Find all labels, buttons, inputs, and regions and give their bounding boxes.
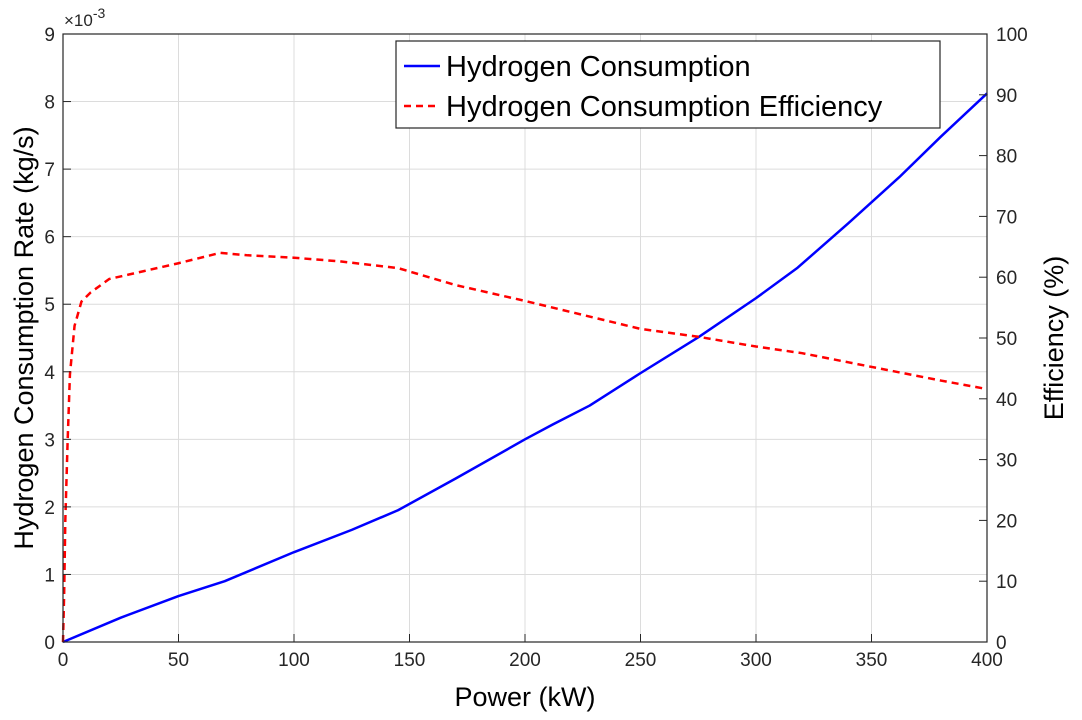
x-tick-label: 400 — [971, 650, 1003, 671]
y-right-axis-title: Efficiency (%) — [1039, 256, 1069, 421]
y-left-tick-label: 6 — [44, 228, 55, 249]
x-axis-title: Power (kW) — [455, 682, 596, 712]
y-left-axis-ticks: 0 1 2 3 4 5 6 7 8 9 — [44, 25, 71, 654]
y-right-tick-label: 90 — [996, 86, 1017, 107]
legend: Hydrogen Consumption Hydrogen Consumptio… — [395, 40, 941, 129]
y-left-tick-label: 9 — [44, 25, 55, 46]
x-tick-label: 350 — [856, 650, 888, 671]
y-left-tick-label: 7 — [44, 160, 55, 181]
series-line-hydrogen-efficiency — [61, 251, 988, 643]
legend-label-hydrogen-efficiency: Hydrogen Consumption Efficiency — [446, 91, 883, 123]
y-left-tick-label: 8 — [44, 93, 55, 114]
y-left-tick-label: 4 — [44, 363, 55, 384]
x-tick-label: 250 — [625, 650, 657, 671]
legend-label-hydrogen-consumption: Hydrogen Consumption — [446, 51, 751, 83]
x-tick-label: 200 — [509, 650, 541, 671]
y-left-tick-label: 2 — [44, 498, 55, 519]
left-axis-multiplier: ×10-3 — [64, 5, 106, 30]
series-lines — [61, 92, 988, 644]
x-tick-label: 50 — [168, 650, 189, 671]
y-right-tick-label: 100 — [996, 25, 1028, 46]
x-tick-label: 100 — [278, 650, 310, 671]
x-axis-ticks: 0 50 100 150 200 250 300 350 400 — [58, 634, 1003, 671]
y-right-axis-ticks: 0 10 20 30 40 50 60 70 80 90 100 — [979, 25, 1028, 654]
y-right-tick-label: 20 — [996, 511, 1017, 532]
x-tick-label: 0 — [58, 650, 69, 671]
left-axis-multiplier-exponent: -3 — [93, 5, 106, 21]
x-tick-label: 300 — [740, 650, 772, 671]
y-left-axis-title: Hydrogen Consumption Rate (kg/s) — [9, 126, 39, 549]
y-right-tick-label: 40 — [996, 390, 1017, 411]
legend-box — [395, 40, 941, 129]
y-right-tick-label: 0 — [996, 633, 1007, 654]
y-right-tick-label: 50 — [996, 329, 1017, 350]
y-right-tick-label: 60 — [996, 268, 1017, 289]
left-axis-multiplier-base: ×10 — [64, 11, 93, 30]
x-tick-label: 150 — [394, 650, 426, 671]
y-left-tick-label: 3 — [44, 430, 55, 451]
y-right-tick-label: 80 — [996, 147, 1017, 168]
y-right-tick-label: 30 — [996, 451, 1017, 472]
y-right-tick-label: 10 — [996, 572, 1017, 593]
y-left-tick-label: 1 — [44, 565, 55, 586]
y-left-tick-label: 5 — [44, 295, 55, 316]
series-line-hydrogen-consumption — [62, 92, 988, 644]
y-right-tick-label: 70 — [996, 207, 1017, 228]
y-left-tick-label: 0 — [44, 633, 55, 654]
